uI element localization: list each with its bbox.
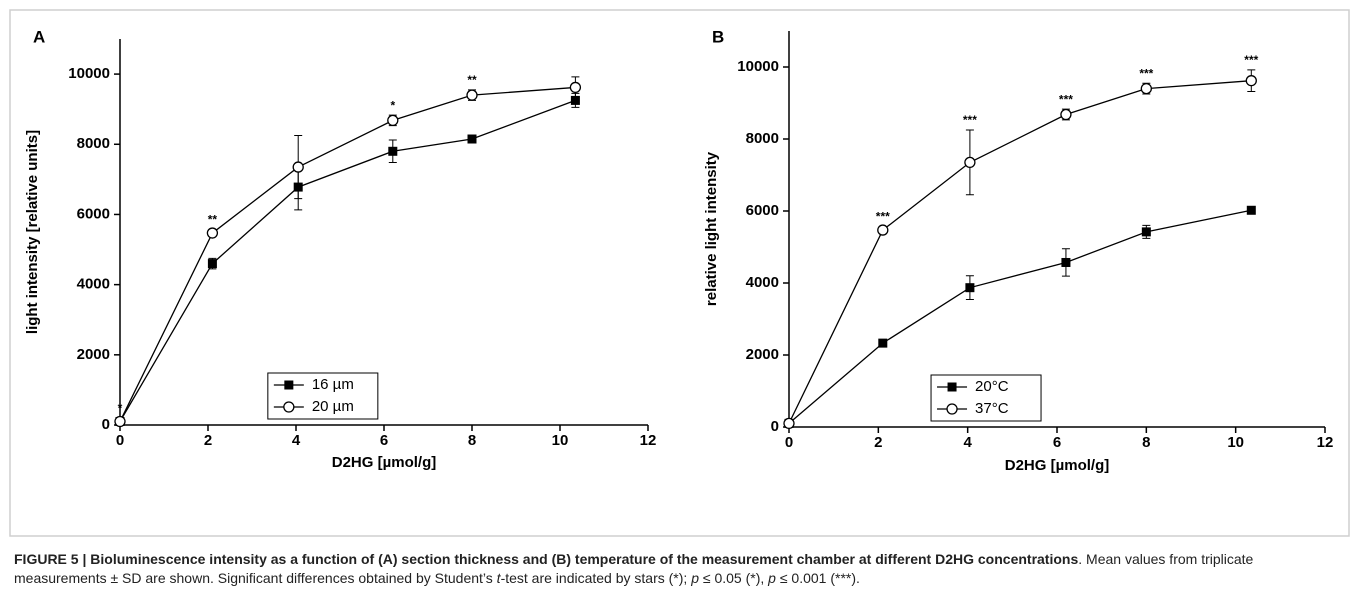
significance-marker: * [118,401,123,415]
y-tick-label: 8000 [746,130,779,147]
legend-marker [947,382,957,392]
y-axis-label: light intensity [relative units] [24,130,41,334]
caption-run: ≤ 0.05 (*), [699,570,769,586]
x-axis-label: D2HG [µmol/g] [1005,457,1109,474]
y-tick-label: 10000 [737,58,779,75]
panel-label: B [712,27,724,46]
marker [878,338,888,348]
caption-run: p [768,570,776,586]
x-tick-label: 4 [963,434,972,451]
legend-marker [946,403,958,415]
x-tick-label: 2 [204,432,212,449]
series-line [788,80,1252,424]
x-tick-label: 6 [1053,434,1061,451]
marker [293,182,303,192]
marker [114,415,126,428]
legend-label: 16 µm [312,376,354,393]
legend-marker [284,380,294,390]
significance-marker: *** [963,113,977,127]
y-tick-label: 2000 [77,346,110,363]
significance-marker: *** [1244,53,1258,67]
y-axis-label: relative light intensity [703,151,720,306]
y-tick-label: 0 [102,416,110,433]
significance-marker: ** [467,73,477,87]
marker [207,259,217,269]
legend: 16 µm 20 µm [267,372,379,420]
significance-marker: * [390,98,395,112]
marker [1245,75,1257,87]
x-tick-label: 8 [1142,434,1150,451]
x-tick-label: 10 [1227,434,1244,451]
legend-label: 37°C [975,400,1009,417]
series-line [119,99,576,422]
significance-marker: *** [876,210,890,224]
marker [1140,82,1152,95]
series-line [788,209,1252,424]
y-tick-label: 6000 [746,202,779,219]
x-tick-label: 4 [292,432,301,449]
marker [1061,257,1071,267]
legend-label: 20°C [975,378,1009,395]
x-tick-label: 10 [552,432,569,449]
significance-marker: ** [208,213,218,227]
y-tick-label: 4000 [77,276,110,293]
significance-marker: *** [1139,66,1153,80]
marker [569,81,582,94]
y-tick-label: 4000 [746,274,779,291]
marker [292,161,304,173]
x-tick-label: 0 [116,432,124,449]
marker [466,89,478,101]
significance-marker: *** [1059,92,1073,106]
marker [1060,108,1072,121]
marker [467,134,477,144]
y-tick-label: 10000 [68,65,110,82]
marker [387,114,399,127]
marker [1246,205,1256,215]
caption-run: FIGURE 5 | Bioluminescence intensity as … [14,551,1079,567]
caption: FIGURE 5 | Bioluminescence intensity as … [14,550,1344,588]
caption-run: -test are indicated by stars (*); [500,570,692,586]
caption-run: . Mean values from triplicate measuremen… [14,551,1254,586]
legend-label: 20 µm [312,398,354,415]
legend-marker [283,401,295,413]
x-tick-label: 8 [468,432,476,449]
marker [783,417,795,430]
series-line [119,86,576,422]
y-tick-label: 0 [771,418,779,435]
marker [877,224,889,236]
x-tick-label: 2 [874,434,882,451]
marker [570,95,580,105]
marker [965,283,975,293]
caption-run: ≤ 0.001 (***). [775,570,860,586]
y-tick-label: 2000 [746,346,779,363]
figure-frame [9,9,1350,537]
x-axis-label: D2HG [µmol/g] [332,454,436,471]
panel-label: A [33,27,45,46]
x-tick-label: 0 [785,434,793,451]
marker [206,227,219,239]
y-tick-label: 8000 [77,135,110,152]
marker [388,146,398,156]
y-tick-label: 6000 [77,205,110,222]
x-tick-label: 12 [1317,434,1334,451]
marker [964,156,976,169]
caption-run: p [691,570,699,586]
marker [1141,227,1151,237]
caption-run: t [496,570,501,586]
x-tick-label: 12 [640,432,657,449]
x-tick-label: 6 [380,432,388,449]
legend: 20°C 37°C [930,374,1042,422]
